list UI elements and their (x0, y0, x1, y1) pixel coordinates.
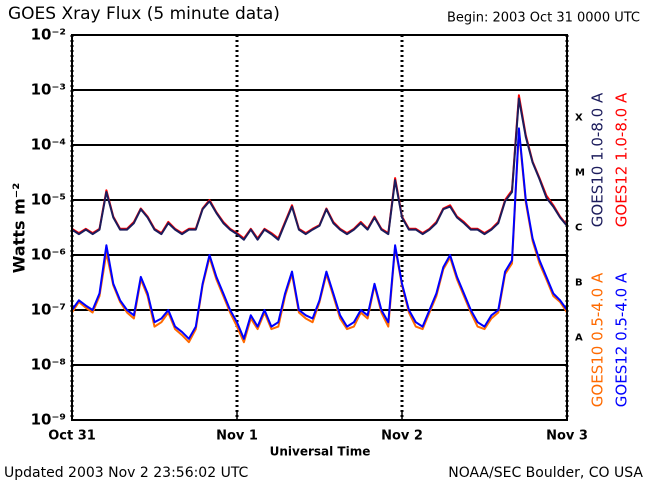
legend-label: GOES10 0.5-4.0 A (589, 272, 607, 407)
footer-left: Updated 2003 Nov 2 23:56:02 UTC (4, 465, 249, 481)
class-label: M (575, 168, 585, 179)
y-tick-label: 10⁻² (31, 26, 66, 44)
chart-subtitle: Begin: 2003 Oct 31 0000 UTC (447, 11, 640, 26)
y-tick-label: 10⁻⁴ (31, 136, 66, 154)
plot-frame (71, 34, 568, 421)
y-tick-label: 10⁻⁶ (31, 246, 66, 264)
series-line (71, 127, 568, 340)
legend-label: GOES12 0.5-4.0 A (613, 272, 631, 407)
footer-right: NOAA/SEC Boulder, CO USA (448, 465, 643, 481)
x-tick-label: Nov 2 (381, 429, 423, 444)
series-line (71, 97, 568, 241)
y-tick-label: 10⁻³ (31, 81, 66, 99)
x-tick-label: Oct 31 (48, 429, 96, 444)
class-label: C (575, 223, 582, 234)
class-label: A (575, 333, 583, 344)
chart-title: GOES Xray Flux (5 minute data) (8, 4, 280, 24)
class-label: X (575, 113, 583, 124)
legend-label: GOES10 1.0-8.0 A (589, 92, 607, 227)
y-tick-label: 10⁻⁸ (31, 356, 66, 374)
x-tick-label: Nov 1 (216, 429, 258, 444)
y-tick-label: 10⁻⁵ (31, 191, 66, 209)
class-label: B (575, 278, 583, 289)
x-axis-label: Universal Time (270, 445, 371, 459)
legend-label: GOES12 1.0-8.0 A (613, 92, 631, 227)
y-tick-label: 10⁻⁷ (31, 301, 66, 319)
x-tick-label: Nov 3 (546, 429, 588, 444)
y-axis-label: Watts m⁻² (10, 183, 29, 273)
y-tick-label: 10⁻⁹ (31, 411, 66, 429)
